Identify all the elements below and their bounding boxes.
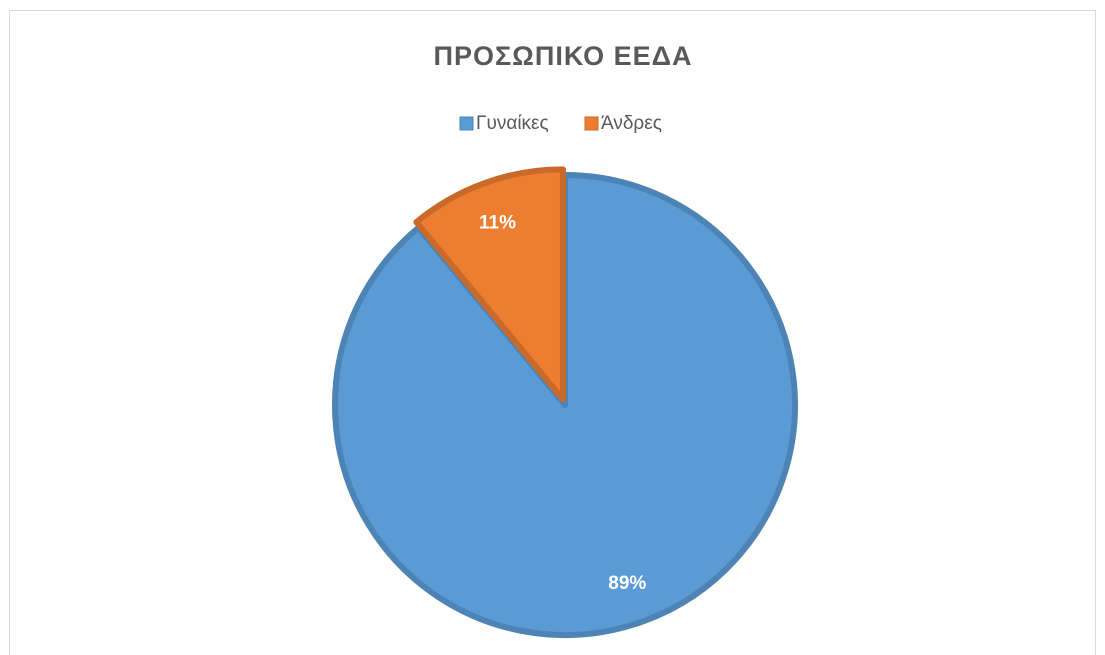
legend-swatch (584, 116, 599, 131)
data-label: 89% (608, 573, 646, 594)
legend-label: Άνδρες (601, 113, 662, 134)
chart-title: ΠΡΟΣΩΠΙΚΟ ΕΕΔΑ (433, 41, 692, 71)
data-label: 11% (479, 213, 516, 234)
pie-slice (332, 172, 798, 638)
legend-label: Γυναίκες (476, 113, 549, 134)
legend-swatch (459, 116, 474, 131)
pie-slice (413, 166, 566, 403)
